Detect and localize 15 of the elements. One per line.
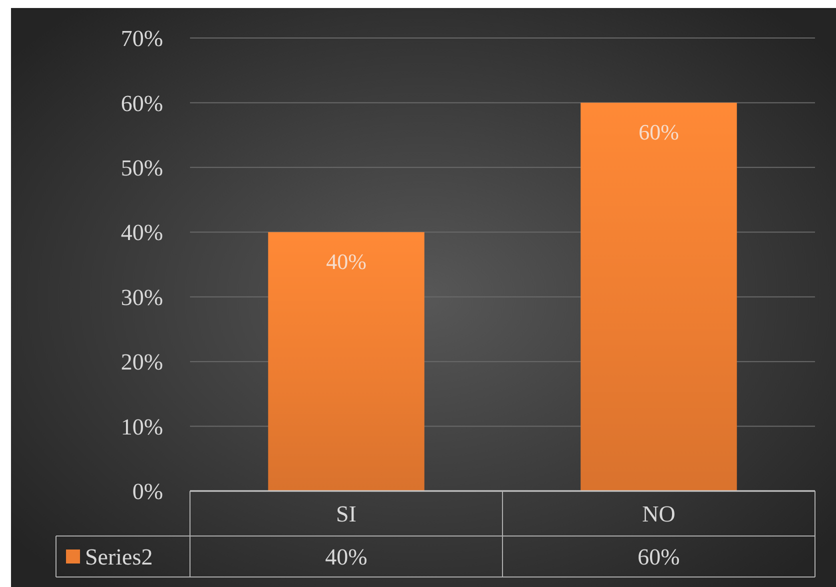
text: 40% — [326, 249, 366, 274]
x-tick-label: NO — [642, 502, 676, 527]
y-tick-label: 30% — [120, 284, 163, 310]
data-label: 40% — [325, 544, 368, 570]
x-tick-label: SI — [336, 502, 356, 527]
y-tick-label: 40% — [120, 220, 163, 246]
legend-label: Series2 — [85, 544, 153, 570]
y-tick-label: 0% — [132, 479, 163, 504]
data-label: 60% — [638, 544, 680, 570]
y-tick-label: 60% — [120, 90, 163, 116]
y-tick-label: 70% — [120, 26, 163, 52]
y-tick-label: 20% — [120, 350, 163, 375]
y-tick-label: 10% — [120, 414, 163, 440]
y-tick-label: 50% — [120, 155, 163, 180]
text: 60% — [638, 120, 679, 145]
